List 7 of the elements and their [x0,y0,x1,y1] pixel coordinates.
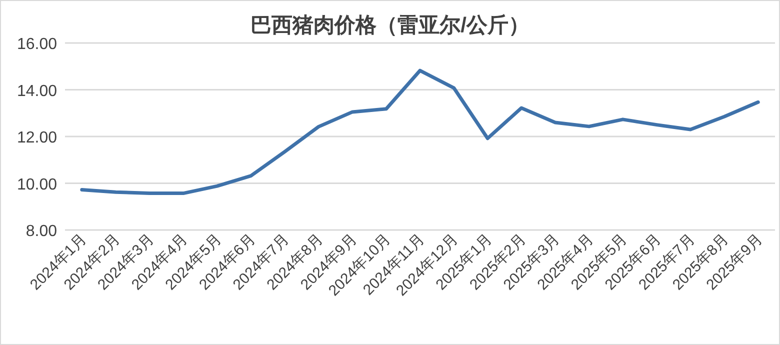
y-tick-label: 14.00 [16,82,58,100]
y-tick-label: 16.00 [16,36,58,53]
chart-title: 巴西猪肉价格（雷亚尔/公斤） [250,13,530,37]
y-tick-label: 8.00 [26,223,58,240]
y-tick-label: 10.00 [16,176,58,194]
line-series [80,68,760,196]
y-tick-label: 12.00 [16,130,58,146]
